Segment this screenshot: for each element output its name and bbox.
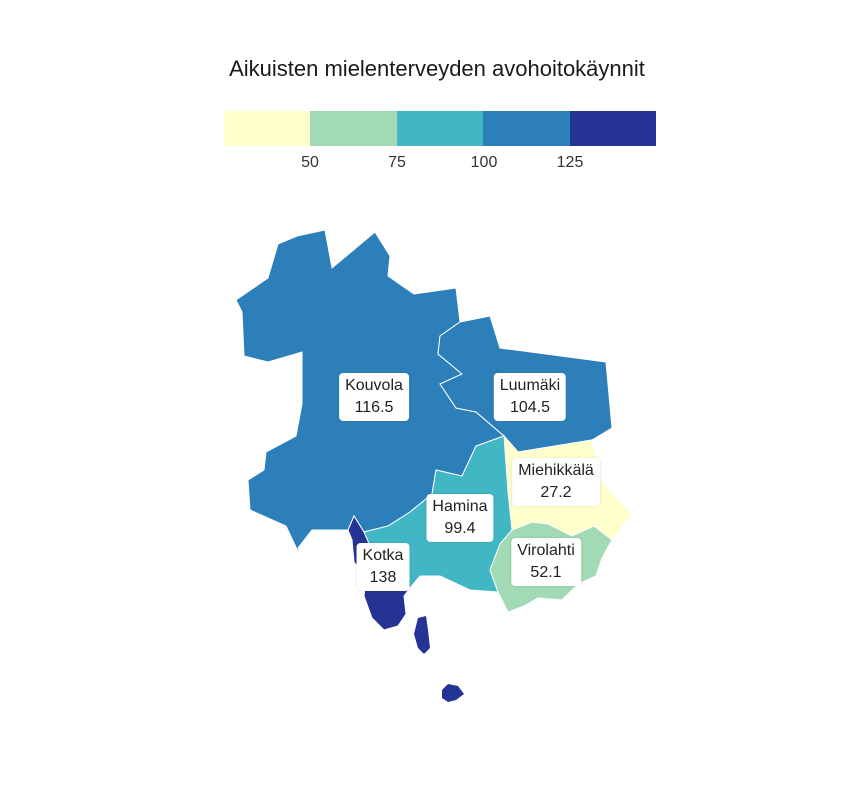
label-kouvola-name: Kouvola [345, 377, 403, 394]
label-luumaki-value: 104.5 [509, 399, 551, 416]
region-kotka-island[interactable] [442, 684, 464, 702]
label-luumaki: Luumäki 104.5 [493, 373, 567, 421]
label-hamina-value: 99.4 [444, 520, 476, 537]
label-hamina: Hamina 99.4 [426, 494, 494, 542]
label-kouvola-value: 116.5 [354, 399, 394, 416]
label-miehikkala: Miehikkälä 27.2 [512, 458, 600, 506]
label-kotka-value: 138 [369, 569, 397, 586]
label-kotka-name: Kotka [362, 547, 404, 564]
label-hamina-name: Hamina [432, 498, 488, 515]
legend-swatch-3 [396, 111, 484, 146]
label-miehikkala-name: Miehikkälä [518, 462, 594, 479]
label-kotka: Kotka 138 [356, 543, 410, 591]
legend-tick-125: 125 [556, 154, 584, 171]
legend-swatch-2 [310, 111, 397, 146]
label-luumaki-name: Luumäki [499, 377, 561, 394]
label-virolahti-value: 52.1 [530, 564, 562, 581]
legend-tick-75: 75 [388, 154, 406, 171]
legend-tick-100: 100 [470, 154, 498, 171]
legend-swatch-5 [569, 111, 657, 146]
region-kotka-island[interactable] [414, 616, 430, 654]
label-kouvola: Kouvola 116.5 [339, 373, 409, 421]
legend-tick-50: 50 [301, 154, 319, 171]
label-miehikkala-value: 27.2 [540, 484, 572, 501]
color-legend [224, 111, 657, 146]
label-virolahti-name: Virolahti [517, 542, 575, 559]
legend-swatch-4 [483, 111, 570, 146]
legend-swatch-1 [224, 111, 311, 146]
map-title: Aikuisten mielenterveyden avohoitokäynni… [229, 56, 645, 81]
label-virolahti: Virolahti 52.1 [511, 538, 581, 586]
